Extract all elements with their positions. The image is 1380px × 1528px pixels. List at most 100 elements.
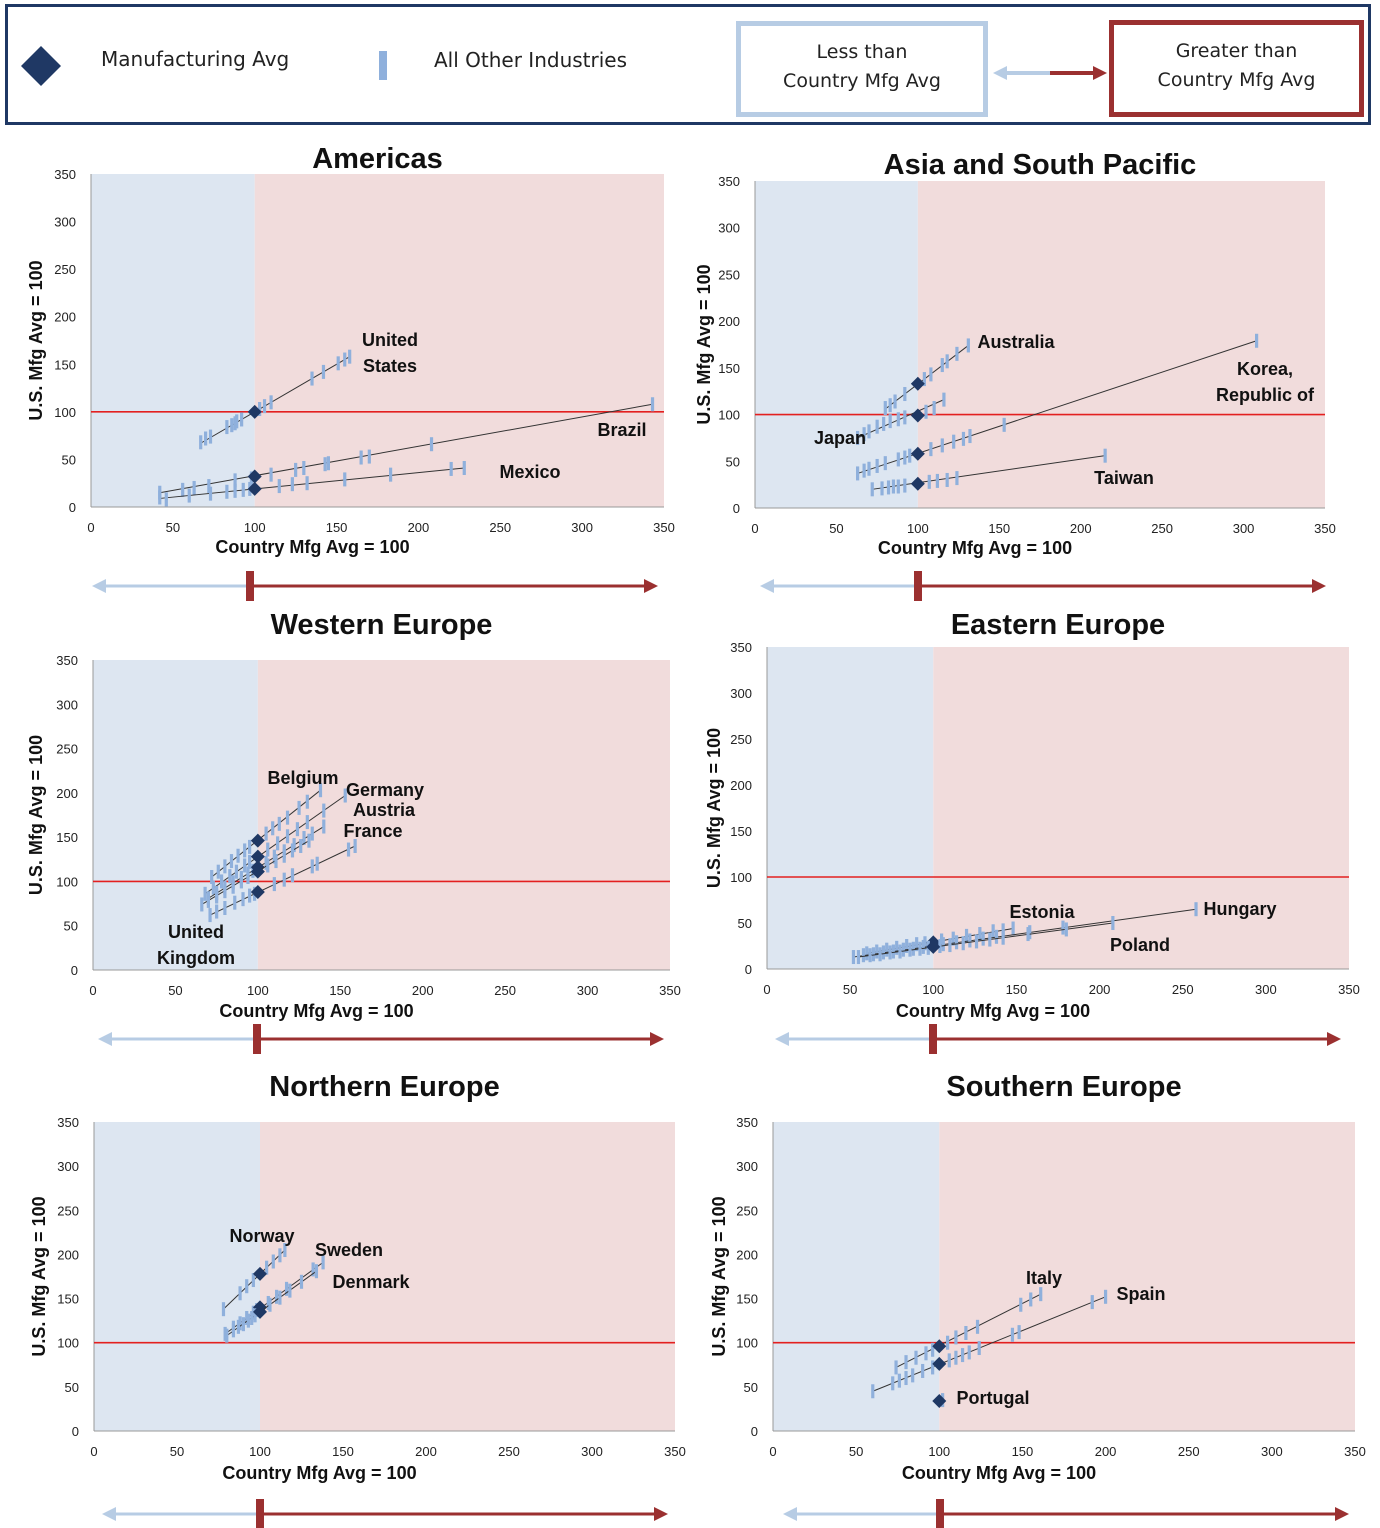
industry-point xyxy=(945,472,949,487)
industry-point xyxy=(1010,1327,1015,1342)
industry-point xyxy=(891,1376,895,1391)
industry-point xyxy=(991,924,995,939)
industry-point xyxy=(942,392,946,407)
industry-point xyxy=(921,939,925,954)
industry-point xyxy=(1017,1325,1021,1340)
x-tick-label: 0 xyxy=(769,1444,776,1459)
industry-point xyxy=(310,371,314,386)
industry-point xyxy=(299,839,303,853)
y-tick-label: 300 xyxy=(54,215,76,230)
industry-point xyxy=(856,466,860,481)
y-tick-label: 0 xyxy=(69,500,76,515)
industry-point xyxy=(883,401,887,416)
manufacturing-avg-point xyxy=(250,833,265,848)
industry-point xyxy=(888,945,892,960)
x-tick-label: 50 xyxy=(168,983,182,998)
greater-than-box: Greater than Country Mfg Avg xyxy=(1109,20,1364,117)
industry-point xyxy=(290,868,295,883)
industry-point xyxy=(251,1305,255,1320)
industry-point xyxy=(893,394,897,409)
y-tick-label: 0 xyxy=(745,962,752,977)
x-tick-label: 350 xyxy=(1314,521,1336,536)
industry-point xyxy=(164,492,168,507)
industry-point xyxy=(908,942,912,957)
chart-title: Americas xyxy=(312,143,443,175)
industry-point xyxy=(955,346,959,361)
industry-point xyxy=(367,449,371,464)
industry-point xyxy=(908,448,912,463)
x-axis-label: Country Mfg Avg = 100 xyxy=(878,538,1072,558)
industry-point xyxy=(1103,1289,1108,1304)
country-label: Norway xyxy=(229,1226,294,1246)
x-tick-label: 350 xyxy=(664,1444,686,1459)
industry-point xyxy=(954,1330,958,1345)
y-tick-label: 100 xyxy=(57,1336,79,1351)
industry-point xyxy=(215,889,219,904)
legend: Manufacturing Avg All Other Industries L… xyxy=(5,4,1371,125)
industry-point xyxy=(988,932,992,947)
industry-point xyxy=(241,892,245,907)
y-tick-label: 150 xyxy=(56,830,78,845)
less-than-region xyxy=(773,1122,940,1431)
industry-point xyxy=(215,904,219,919)
industry-point xyxy=(245,1279,249,1294)
less-than-region xyxy=(755,181,918,508)
industry-point xyxy=(1001,923,1005,938)
x-tick-label: 100 xyxy=(247,983,269,998)
x-tick-label: 300 xyxy=(571,520,593,535)
trend-line xyxy=(159,403,653,494)
country-label: Sweden xyxy=(315,1240,383,1260)
industry-point xyxy=(200,897,204,912)
industry-point xyxy=(326,456,330,471)
country-label: Australia xyxy=(977,332,1055,352)
industry-point xyxy=(903,478,907,493)
industry-point xyxy=(868,948,872,963)
industry-point xyxy=(278,1248,282,1263)
x-tick-label: 0 xyxy=(763,982,770,997)
y-axis-label: U.S. Mfg Avg = 100 xyxy=(704,728,724,888)
industry-point xyxy=(302,460,306,475)
x-tick-label: 150 xyxy=(326,520,348,535)
manufacturing-avg-point xyxy=(247,481,262,496)
manufacturing-avg-point xyxy=(253,1266,267,1281)
x-tick-label: 350 xyxy=(1344,1444,1366,1459)
manufacturing-avg-point xyxy=(250,864,265,879)
chart-title: Northern Europe xyxy=(269,1071,499,1103)
x-tick-label: 50 xyxy=(849,1444,863,1459)
x-tick-label: 100 xyxy=(907,521,929,536)
industry-point xyxy=(284,1281,289,1296)
industry-point xyxy=(199,435,203,450)
x-tick-label: 200 xyxy=(415,1444,437,1459)
y-tick-label: 350 xyxy=(736,1115,758,1130)
country-label: Portugal xyxy=(956,1388,1029,1408)
industry-point xyxy=(266,858,270,873)
y-tick-label: 150 xyxy=(730,824,752,839)
y-tick-label: 300 xyxy=(718,221,740,236)
direction-arrow xyxy=(775,1024,1341,1054)
greater-arrow-head xyxy=(1335,1507,1349,1521)
industry-point xyxy=(216,864,220,879)
industry-point xyxy=(964,1326,968,1341)
y-tick-label: 100 xyxy=(718,408,740,423)
y-tick-label: 50 xyxy=(726,454,740,469)
y-tick-label: 300 xyxy=(57,1159,79,1174)
industry-point xyxy=(867,424,871,439)
industry-point xyxy=(305,815,309,830)
y-tick-label: 150 xyxy=(54,357,76,372)
industry-point xyxy=(206,893,210,908)
series-taiwan: Taiwan xyxy=(870,448,1154,497)
industry-point xyxy=(241,482,245,497)
industry-point xyxy=(208,486,213,501)
y-tick-label: 350 xyxy=(56,653,78,668)
industry-point xyxy=(321,364,326,379)
industry-point xyxy=(881,945,885,960)
y-axis-label: U.S. Mfg Avg = 100 xyxy=(709,1196,729,1356)
industry-point xyxy=(277,479,281,494)
industry-point xyxy=(223,859,227,874)
y-tick-label: 200 xyxy=(57,1247,79,1262)
industry-point xyxy=(288,1283,292,1298)
country-label: States xyxy=(363,356,417,376)
industry-point xyxy=(228,869,232,884)
industry-point xyxy=(871,947,876,962)
industry-point xyxy=(924,1346,928,1361)
